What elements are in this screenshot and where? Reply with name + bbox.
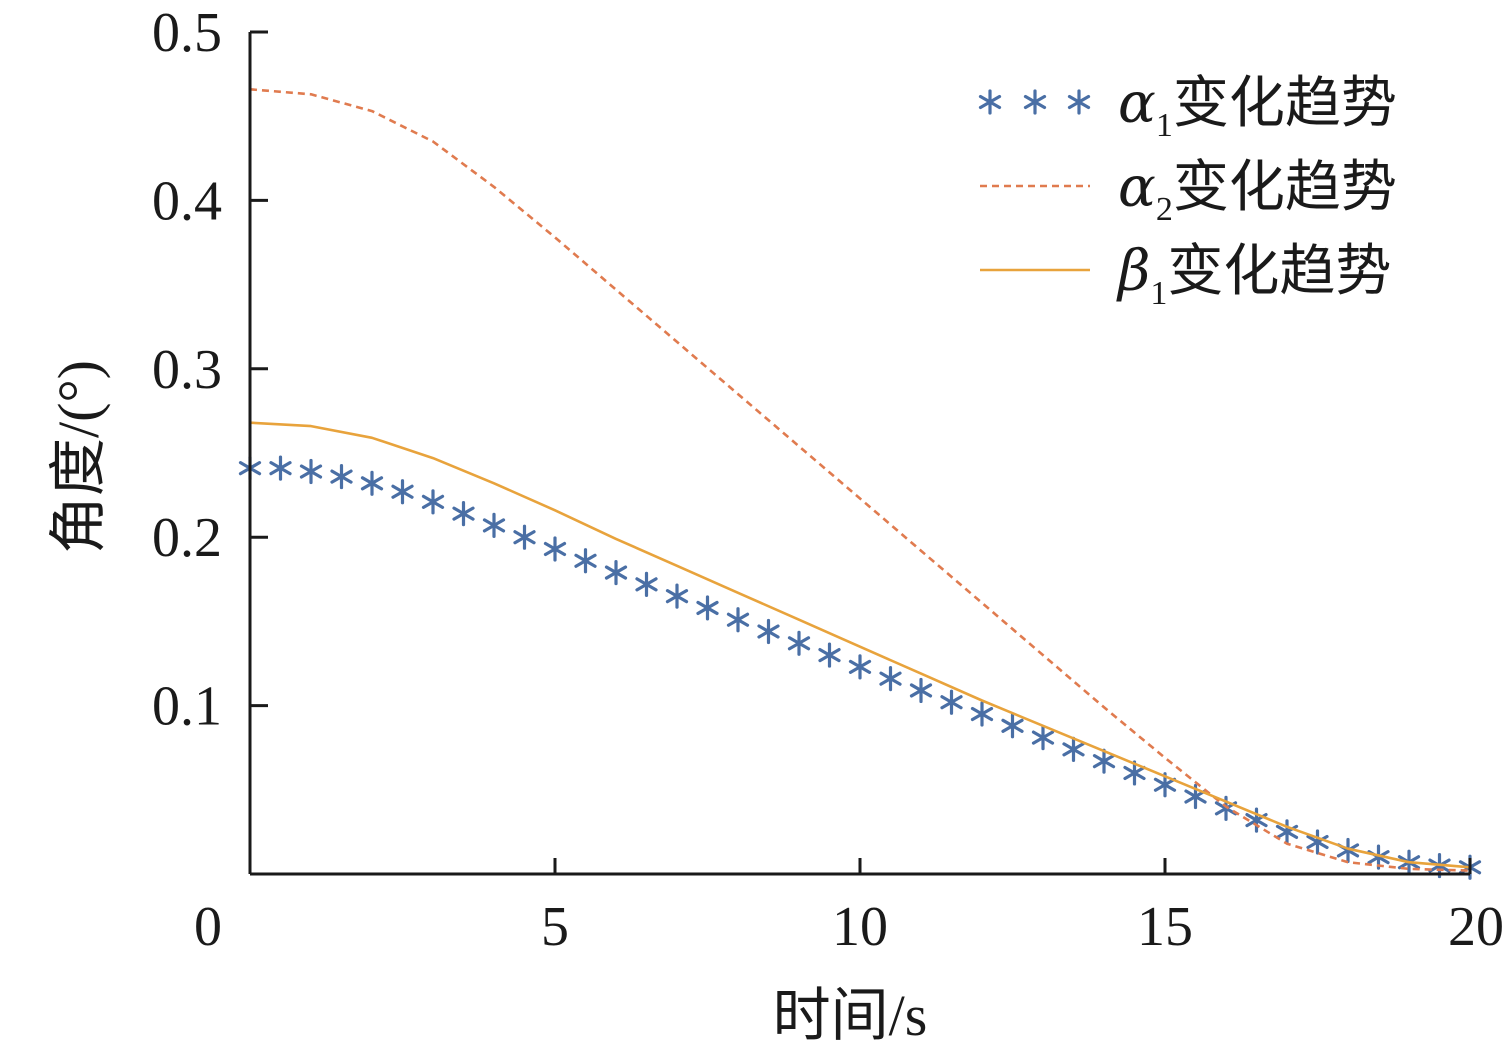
x-tick-label: 10 xyxy=(832,896,888,958)
data-point-alpha1 xyxy=(299,458,323,485)
y-tick-label: 0.1 xyxy=(152,676,222,738)
data-point-alpha1 xyxy=(513,524,536,550)
legend-item-alpha2: α2变化趋势 xyxy=(980,155,1397,228)
x-tick-label: 15 xyxy=(1137,896,1193,958)
axes: 0 5 10 15 20 0.1 0.2 0.3 0.4 0.5 时间/s 角度/(°) xyxy=(46,2,1504,1048)
data-point-alpha1 xyxy=(818,642,841,668)
legend-marker-alpha1 xyxy=(1023,89,1047,115)
data-point-alpha1 xyxy=(604,559,628,586)
data-point-alpha1 xyxy=(330,463,353,490)
legend-label-alpha2: α2变化趋势 xyxy=(1118,155,1397,228)
legend-marker-alpha1 xyxy=(978,89,1002,115)
series-beta1 xyxy=(249,421,1471,869)
data-point-alpha1 xyxy=(1001,713,1024,739)
data-point-alpha1 xyxy=(269,455,292,481)
legend-marker-alpha1 xyxy=(1067,89,1091,115)
x-tick-label: 5 xyxy=(541,896,569,958)
data-point-alpha1 xyxy=(909,677,933,704)
data-point-alpha1 xyxy=(940,689,963,715)
series-alpha1 xyxy=(238,455,1482,880)
y-axis-ticks: 0.1 0.2 0.3 0.4 0.5 xyxy=(152,2,268,738)
data-point-alpha1 xyxy=(574,548,597,574)
data-point-alpha1 xyxy=(726,607,750,633)
y-axis-title: 角度/(°) xyxy=(46,360,111,554)
data-point-alpha1 xyxy=(1306,829,1329,855)
y-tick-label: 0.5 xyxy=(152,2,222,64)
legend: α1变化趋势 α2变化趋势 β1变化趋势 xyxy=(978,71,1397,312)
legend-label-alpha1: α1变化趋势 xyxy=(1118,71,1397,144)
data-point-alpha1 xyxy=(391,479,414,505)
data-point-alpha1 xyxy=(848,654,872,680)
data-point-alpha1 xyxy=(360,470,384,496)
data-point-alpha1 xyxy=(1092,748,1116,774)
line-beta1 xyxy=(249,421,1471,869)
data-point-alpha1 xyxy=(696,595,719,621)
data-point-alpha1 xyxy=(665,583,689,609)
y-tick-label: 0.2 xyxy=(152,507,222,569)
data-point-alpha1 xyxy=(1062,736,1085,762)
data-point-alpha1 xyxy=(635,571,658,597)
y-tick-label: 0.3 xyxy=(152,339,222,401)
y-tick-label: 0.4 xyxy=(152,170,222,232)
data-point-alpha1 xyxy=(421,489,445,515)
legend-label-beta1: β1变化趋势 xyxy=(1116,239,1391,312)
legend-item-alpha1: α1变化趋势 xyxy=(978,71,1397,144)
data-point-alpha1 xyxy=(543,536,567,562)
legend-item-beta1: β1变化趋势 xyxy=(980,239,1391,312)
data-point-alpha1 xyxy=(452,501,475,527)
x-tick-label: 20 xyxy=(1448,896,1504,958)
plot-area xyxy=(238,88,1482,880)
data-point-alpha1 xyxy=(787,630,811,656)
data-point-alpha1 xyxy=(757,618,780,645)
line-alpha2 xyxy=(249,88,1471,872)
x-tick-label: 0 xyxy=(194,896,222,958)
x-axis-ticks: 0 5 10 15 20 xyxy=(194,858,1504,958)
data-point-alpha1 xyxy=(482,512,506,539)
data-point-alpha1 xyxy=(1031,724,1055,751)
series-alpha2 xyxy=(249,88,1471,872)
data-point-alpha1 xyxy=(970,701,994,727)
data-point-alpha1 xyxy=(879,666,902,692)
x-axis-title: 时间/s xyxy=(773,983,928,1048)
data-point-alpha1 xyxy=(1123,760,1146,786)
